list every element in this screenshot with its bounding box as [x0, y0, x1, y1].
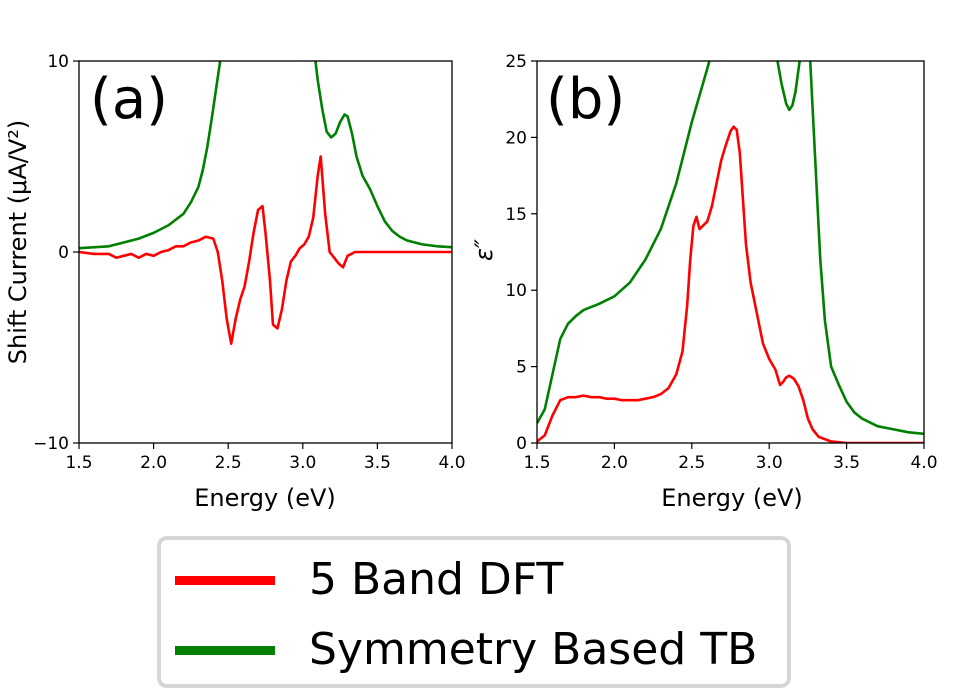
- panel-a-series-tb: [79, 61, 452, 250]
- panel-a-series-dft: [79, 155, 452, 345]
- panel-b-x-tick-label: 4.0: [910, 453, 937, 473]
- panel-b-ylabel: ε″: [470, 239, 498, 261]
- legend-label-dft: 5 Band DFT: [309, 554, 564, 605]
- legend: 5 Band DFT Symmetry Based TB: [157, 536, 791, 688]
- panel-b-y-tick-label: 20: [505, 128, 527, 148]
- panel-b-xlabel: Energy (eV): [661, 484, 803, 512]
- panel-b-curves: [537, 61, 924, 443]
- panel-a-ylabel: Shift Current (μA/V²): [4, 120, 32, 365]
- panel-a-x-tick-label: 3.5: [364, 453, 391, 473]
- panel-a-x-ticks: 1.5 2.0 2.5 3.0 3.5 4.0: [65, 443, 466, 473]
- panel-b-y-tick-label: 10: [505, 281, 527, 301]
- panel-b-x-tick-label: 3.5: [833, 453, 860, 473]
- panel-b-y-ticks: 0 5 10 15 20 25: [505, 52, 537, 454]
- panel-b-x-tick-label: 3.0: [756, 453, 783, 473]
- panel-a-y-tick-label: −10: [33, 434, 69, 454]
- panel-a-label: (a): [90, 67, 168, 132]
- panel-a-y-ticks: −10 0 10: [33, 52, 79, 454]
- figure-canvas: 1.5 2.0 2.5 3.0 3.5 4.0 −10 0 10 (a) Energy (eV…: [4, 52, 938, 512]
- panel-a-x-tick-label: 4.0: [438, 453, 465, 473]
- panel-a-y-tick-label: 0: [58, 243, 69, 263]
- panel-b-x-tick-label: 1.5: [523, 453, 550, 473]
- panel-b-y-tick-label: 0: [516, 434, 527, 454]
- panel-a-y-tick-label: 10: [47, 52, 69, 72]
- panel-b-series-tb: [537, 61, 924, 436]
- panel-a-x-tick-label: 2.0: [140, 453, 167, 473]
- panel-a-curves: [79, 61, 452, 345]
- panel-b-label: (b): [546, 67, 625, 132]
- legend-swatch-dft: [175, 575, 275, 585]
- panel-b-y-tick-label: 25: [505, 52, 527, 72]
- legend-swatch-tb: [175, 645, 275, 655]
- panel-b-y-tick-label: 5: [516, 358, 527, 378]
- panel-b-series-dft: [537, 125, 924, 443]
- legend-label-tb: Symmetry Based TB: [309, 624, 758, 675]
- panel-a-x-tick-label: 1.5: [65, 453, 92, 473]
- panel-b-x-tick-label: 2.5: [678, 453, 705, 473]
- panel-b-x-tick-label: 2.0: [601, 453, 628, 473]
- panel-a-xlabel: Energy (eV): [194, 484, 336, 512]
- legend-item-dft: 5 Band DFT: [161, 558, 563, 602]
- panel-b-x-ticks: 1.5 2.0 2.5 3.0 3.5 4.0: [523, 443, 938, 473]
- panel-a-x-tick-label: 2.5: [215, 453, 242, 473]
- panel-b-y-tick-label: 15: [505, 205, 527, 225]
- panel-b-frame: [536, 60, 925, 444]
- legend-item-tb: Symmetry Based TB: [161, 628, 757, 672]
- panel-a-x-tick-label: 3.0: [289, 453, 316, 473]
- panel-a: 1.5 2.0 2.5 3.0 3.5 4.0 −10 0 10 (a) Energy (eV…: [4, 52, 466, 512]
- panel-b: 1.5 2.0 2.5 3.0 3.5 4.0 0 5 10 15 20 25 (b) Energy…: [470, 52, 938, 512]
